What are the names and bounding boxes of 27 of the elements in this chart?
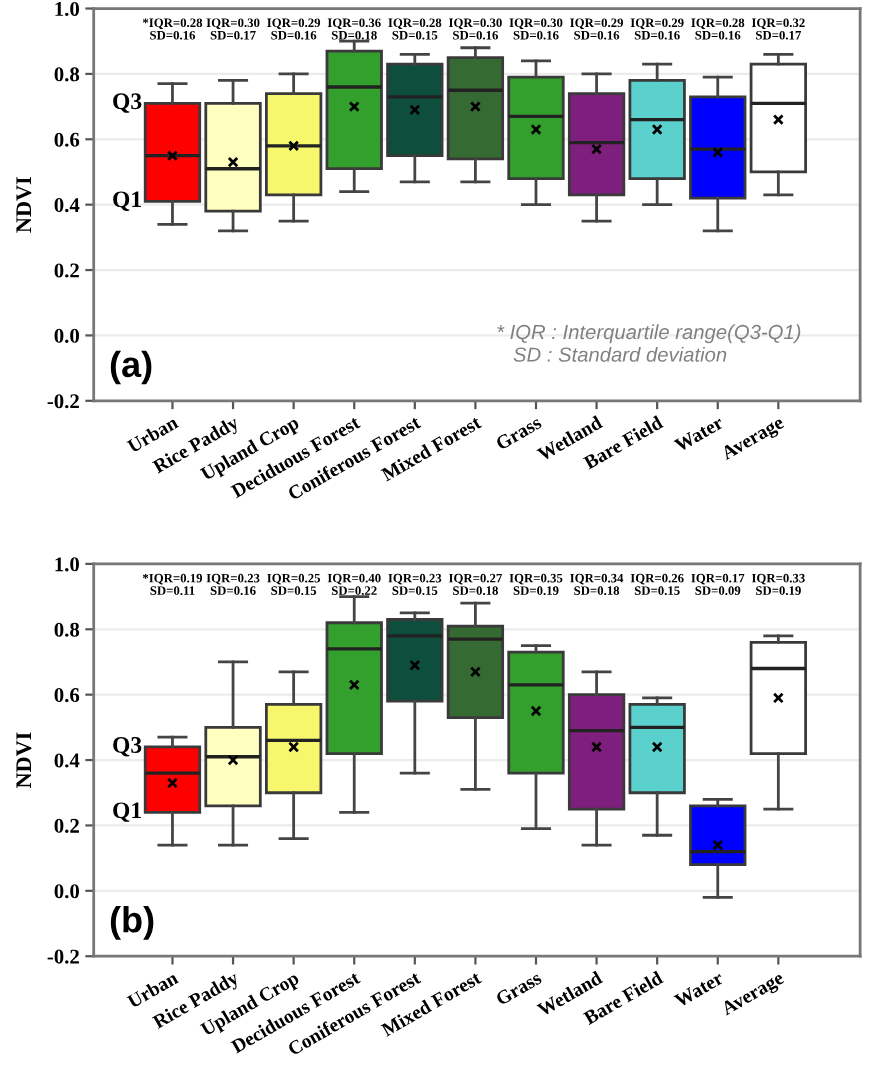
x-tick-label: Water — [673, 970, 725, 1008]
y-tick-label: -0.2 — [47, 394, 79, 409]
x-tick-label: Urban — [126, 414, 180, 454]
y-tick-label: 0.4 — [54, 753, 80, 768]
y-axis-title: NDVI — [16, 732, 32, 789]
annotation: Q1 — [113, 802, 141, 822]
annotation: Q3 — [113, 93, 142, 113]
y-tick-label: 0.0 — [54, 328, 80, 343]
y-tick-label: 1.0 — [55, 1, 80, 17]
y-axis-title: NDVI — [16, 177, 32, 233]
y-tick-label: 0.2 — [54, 818, 79, 833]
annotation: Q1 — [113, 191, 141, 211]
y-tick-label: 0.6 — [54, 132, 80, 147]
y-tick-label: 0.8 — [54, 67, 80, 82]
y-tick-label: -0.2 — [47, 949, 79, 964]
y-tick-label: 0.8 — [54, 622, 80, 637]
y-tick-label: 0.2 — [54, 263, 79, 278]
x-tick-label: Urban — [126, 970, 180, 1009]
annotation: (b) — [110, 906, 154, 940]
x-tick-label: Water — [673, 415, 725, 453]
annotation: (a) — [110, 350, 152, 385]
y-tick-label: 0.6 — [54, 688, 80, 703]
annotation: * IQR : Interquartile range(Q3-Q1) SD : Standard deviation — [497, 324, 801, 362]
y-tick-label: 1.0 — [55, 557, 80, 572]
annotation: Q3 — [113, 737, 142, 757]
y-tick-label: 0.4 — [54, 198, 80, 213]
y-tick-label: 0.0 — [54, 884, 80, 899]
